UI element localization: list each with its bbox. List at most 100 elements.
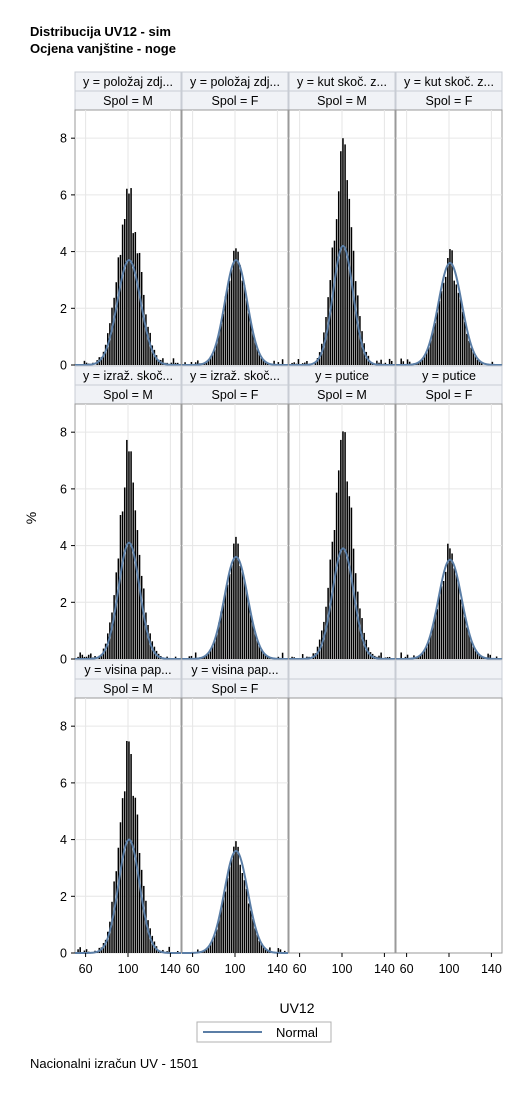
- histogram-bar: [235, 841, 237, 953]
- histogram-bar: [245, 888, 248, 953]
- panel-header-row2: [288, 678, 396, 699]
- histogram-bar: [380, 652, 382, 659]
- histogram-bar: [153, 349, 156, 365]
- normal-curve: [182, 849, 288, 954]
- histogram-bar: [115, 871, 117, 953]
- histogram-bar: [126, 439, 128, 659]
- histogram-bar: [230, 858, 233, 953]
- histogram-bar: [172, 358, 175, 365]
- histogram-bar: [425, 646, 428, 659]
- y-tick-label: 8: [60, 132, 67, 146]
- histogram-bar: [151, 345, 154, 365]
- histogram-bar: [262, 947, 265, 953]
- histogram-bar: [149, 928, 151, 953]
- histogram-bar: [190, 361, 193, 365]
- histogram-bar: [190, 655, 193, 659]
- histogram-bar: [109, 622, 111, 659]
- histogram-bar: [350, 227, 353, 365]
- x-tick-label: 140: [374, 962, 395, 976]
- panel-header-label: y = visina pap...: [191, 663, 278, 677]
- histogram-bar: [211, 354, 214, 365]
- histogram-bar: [209, 649, 212, 659]
- histogram-bar: [258, 644, 261, 659]
- histogram-bar: [224, 891, 227, 953]
- histogram-bar: [371, 363, 374, 365]
- histogram-bar: [432, 624, 434, 659]
- histogram-bar: [140, 575, 143, 659]
- histogram-bar: [346, 481, 348, 659]
- histogram-bar: [237, 251, 239, 365]
- y-tick-label: 4: [60, 833, 67, 847]
- histogram-bar: [408, 361, 411, 365]
- histogram-bar: [262, 360, 265, 365]
- histogram-bar: [348, 496, 351, 659]
- histogram-bar: [333, 530, 336, 659]
- histogram-bar: [115, 572, 117, 659]
- histogram-bar: [220, 909, 222, 953]
- panel-header-label: y = kut skoč. z...: [297, 75, 387, 89]
- normal-curve: [396, 261, 502, 366]
- histogram-bar: [329, 280, 331, 365]
- histogram-bar: [464, 321, 466, 365]
- histogram-bar: [87, 654, 90, 659]
- histogram-bar: [214, 348, 216, 365]
- panel-spol-label: Spol = M: [317, 388, 367, 402]
- histogram-bar: [117, 558, 120, 659]
- histogram-bar: [301, 654, 304, 659]
- histogram-bar: [421, 653, 424, 659]
- histogram-bar: [239, 265, 241, 365]
- histogram-bar: [140, 272, 143, 365]
- panel-spol-label: Spol = F: [426, 94, 473, 108]
- histogram-bar: [331, 541, 334, 659]
- histogram-bar: [419, 656, 422, 659]
- histogram-bar: [478, 656, 481, 659]
- histogram-bar: [111, 307, 113, 365]
- panel-header-row2: [395, 678, 503, 699]
- histogram-bar: [214, 640, 216, 659]
- histogram-bar: [481, 363, 483, 365]
- histogram-bar: [228, 574, 231, 659]
- y-tick-label: 6: [60, 776, 67, 790]
- panel-frame: [288, 697, 396, 954]
- histogram-bar: [470, 640, 472, 659]
- histogram-bar: [254, 340, 256, 365]
- histogram-bar: [83, 656, 86, 659]
- histogram-bar: [476, 653, 479, 659]
- histogram-bar: [487, 653, 489, 659]
- histogram-bar: [472, 351, 475, 365]
- y-tick-label: 4: [60, 245, 67, 259]
- histogram-bar: [109, 921, 111, 953]
- histogram-bar: [147, 326, 149, 365]
- histogram-bar: [117, 257, 120, 365]
- panel-header-label: y = putice: [422, 369, 476, 383]
- histogram-bar: [468, 632, 470, 659]
- x-tick-label: 140: [481, 962, 502, 976]
- histogram-bar: [250, 322, 252, 365]
- histogram-bar: [378, 655, 380, 659]
- histogram-bar: [104, 344, 107, 365]
- y-tick-label: 4: [60, 539, 67, 553]
- x-tick-label: 60: [186, 962, 200, 976]
- histogram-bar: [357, 295, 359, 365]
- normal-curve: [182, 259, 288, 366]
- y-tick-label: 6: [60, 188, 67, 202]
- legend-box: [196, 1021, 332, 1043]
- histogram-bar: [474, 650, 477, 659]
- normal-curve: [396, 558, 503, 660]
- histogram-bar: [258, 940, 261, 953]
- histogram-bar: [243, 285, 246, 365]
- histogram-bar: [81, 654, 84, 659]
- histogram-bar: [174, 362, 177, 365]
- histogram-bar: [451, 553, 453, 659]
- histogram-bar: [314, 362, 317, 365]
- histogram-bar: [297, 359, 300, 365]
- histogram-bar: [162, 358, 164, 365]
- histogram-bar: [348, 198, 351, 365]
- histogram-bar: [430, 634, 432, 659]
- histogram-bar: [260, 357, 263, 365]
- histogram-bar: [359, 608, 361, 659]
- normal-curve: [75, 259, 181, 366]
- histogram-bar: [149, 633, 151, 659]
- histogram-bar: [228, 280, 231, 365]
- histogram-bar: [145, 900, 147, 953]
